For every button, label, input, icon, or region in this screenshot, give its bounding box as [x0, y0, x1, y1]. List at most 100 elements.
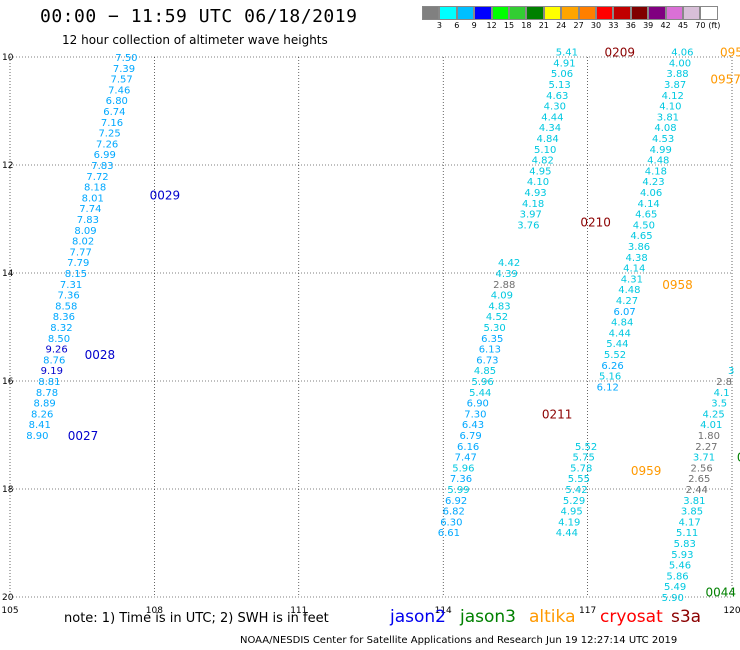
data-label: 4.27: [616, 296, 638, 307]
data-label: 5.16: [599, 372, 621, 383]
data-label: 7.57: [110, 75, 132, 86]
data-label: 7.77: [70, 247, 92, 258]
data-label: 5.96: [471, 377, 493, 388]
data-label: 6.07: [613, 307, 635, 318]
y-tick-label: 20: [2, 593, 14, 603]
data-label: 8.76: [43, 355, 65, 366]
data-label: 6.13: [479, 345, 501, 356]
data-label: 8.01: [82, 193, 104, 204]
data-label: 5.11: [676, 528, 698, 539]
data-label: 4.91: [553, 58, 575, 69]
data-label: 4.48: [618, 285, 640, 296]
data-label: 3.5: [711, 399, 727, 410]
color-swatch: [683, 6, 701, 20]
data-label: 4.18: [522, 199, 544, 210]
data-label: 2.65: [688, 474, 710, 485]
data-label: 4.95: [561, 507, 583, 518]
data-label: 2.56: [690, 463, 712, 474]
color-scale-label: 39: [643, 21, 654, 30]
x-tick-label: 105: [1, 606, 18, 616]
data-label: 3: [728, 366, 734, 377]
data-label: 6.92: [445, 496, 467, 507]
data-label: 6.30: [440, 517, 462, 528]
data-label: 4.63: [546, 91, 568, 102]
pass-time-label: 0029: [150, 189, 181, 203]
pass-time-label: 0028: [85, 348, 116, 362]
color-swatch: [439, 6, 457, 20]
data-label: 4.14: [638, 199, 660, 210]
data-label: 4.44: [541, 112, 563, 123]
data-label: 6.43: [462, 420, 484, 431]
data-label: 9.26: [45, 345, 67, 356]
color-swatch: [648, 6, 666, 20]
data-label: 4.83: [488, 301, 510, 312]
data-label: 5.90: [662, 593, 684, 604]
data-label: 6.80: [106, 96, 128, 107]
data-label: 5.13: [548, 80, 570, 91]
data-label: 5.46: [669, 561, 691, 572]
color-swatch: [613, 6, 631, 20]
color-scale-label: 15: [503, 21, 515, 30]
data-label: 5.83: [674, 539, 696, 550]
data-label: 4.09: [491, 291, 513, 302]
data-label: 5.52: [575, 442, 597, 453]
data-label: 4.34: [539, 123, 561, 134]
x-tick-label: 114: [435, 606, 452, 616]
color-scale-label: 21: [538, 21, 549, 30]
data-label: 4.14: [623, 264, 645, 275]
data-label: 5.96: [452, 463, 474, 474]
data-label: 4.10: [659, 102, 681, 113]
data-label: 4.01: [700, 420, 722, 431]
data-label: 7.39: [113, 64, 135, 75]
data-label: 8.36: [53, 312, 75, 323]
pass-time-label: 0957: [710, 73, 740, 87]
data-label: 5.55: [568, 474, 590, 485]
data-label: 6.26: [601, 361, 623, 372]
data-label: 5.30: [484, 323, 506, 334]
color-swatch: [700, 6, 718, 20]
legend-cryosat: cryosat: [600, 607, 663, 627]
data-label: 4.23: [642, 177, 664, 188]
data-label: 8.58: [55, 301, 77, 312]
data-label: 7.74: [79, 204, 101, 215]
y-tick-label: 10: [2, 53, 14, 63]
data-label: 6.90: [467, 399, 489, 410]
data-label: 4.42: [498, 258, 520, 269]
data-label: 3.81: [683, 496, 705, 507]
data-label: 8.18: [84, 183, 106, 194]
data-label: 4.84: [536, 134, 558, 145]
color-swatch: [578, 6, 596, 20]
data-label: 8.02: [72, 237, 94, 248]
color-swatch: [543, 6, 562, 20]
color-scale-label: 30: [590, 21, 602, 30]
pass-time-label: 0209: [604, 46, 635, 60]
legend-jason2: jason2: [390, 607, 446, 627]
data-label: 8.89: [33, 399, 55, 410]
y-tick-label: 18: [2, 485, 14, 495]
pass-time-label: 0027: [68, 429, 99, 443]
data-label: 5.44: [606, 339, 628, 350]
data-label: 7.46: [108, 85, 130, 96]
data-label: 4.38: [626, 253, 648, 264]
data-label: 5.49: [664, 582, 686, 593]
data-label: 3.86: [628, 242, 650, 253]
data-label: 8.32: [50, 323, 72, 334]
data-label: 3.81: [657, 112, 679, 123]
data-label: 7.79: [67, 258, 89, 269]
data-label: 8.26: [31, 409, 53, 420]
data-label: 4.1: [714, 388, 730, 399]
data-label: 8.15: [65, 269, 87, 280]
data-label: 4.00: [669, 58, 691, 69]
data-label: 3.87: [664, 80, 686, 91]
data-label: 4.65: [630, 231, 652, 242]
color-swatch: [509, 6, 527, 20]
data-label: 3.71: [693, 453, 715, 464]
pass-time-label: 0210: [580, 216, 611, 230]
color-scale-label: 3: [436, 21, 442, 30]
data-label: 6.16: [457, 442, 479, 453]
data-label: 8.81: [38, 377, 60, 388]
data-label: 4.44: [609, 328, 631, 339]
data-label: 4.10: [527, 177, 549, 188]
color-swatch: [491, 6, 509, 20]
pass-time-label: 0956: [720, 46, 740, 60]
